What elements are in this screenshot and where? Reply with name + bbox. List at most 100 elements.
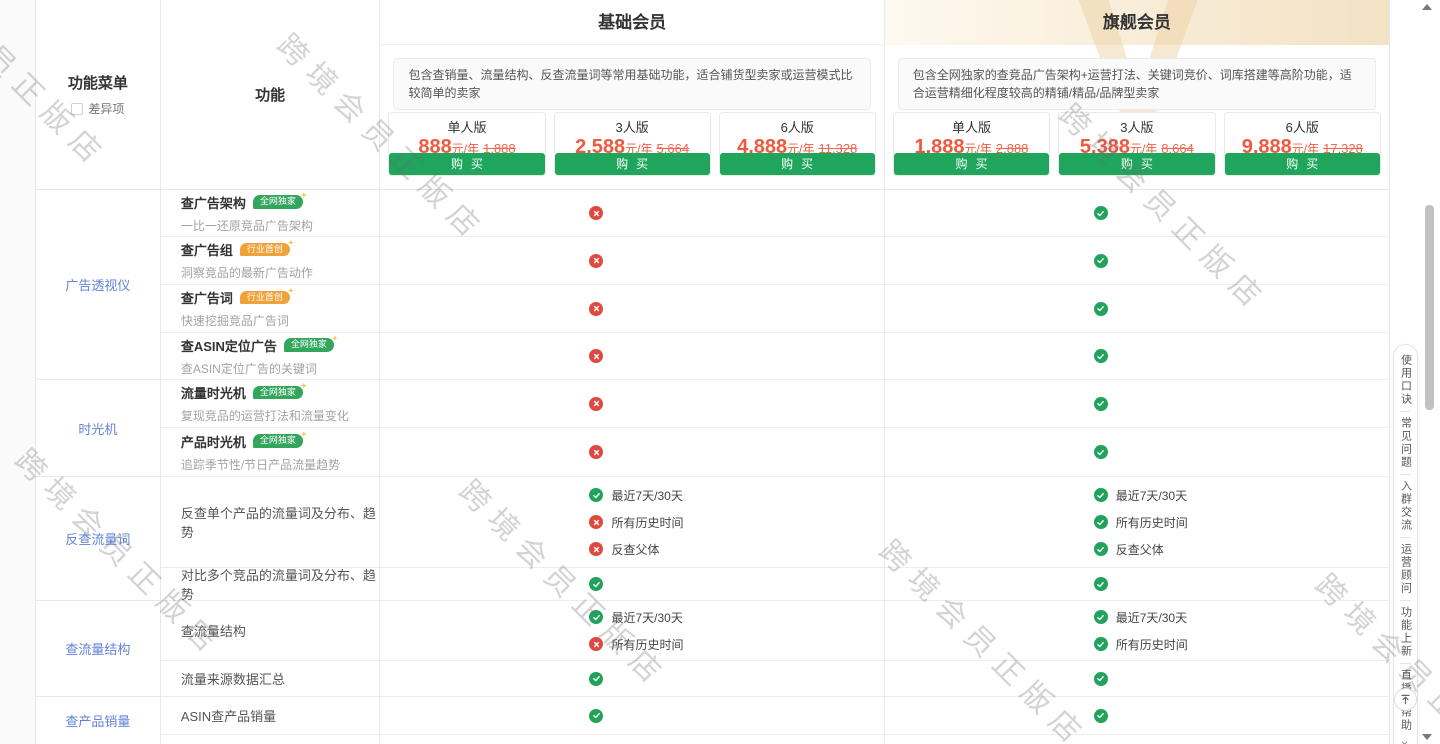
feature-title: 查广告组 (180, 243, 233, 258)
support-item-label: 所有历史时间 (1115, 637, 1188, 652)
plan-support-cell (380, 380, 884, 428)
buy-button[interactable]: 购买 (1224, 153, 1380, 175)
diff-checkbox-label: 差异项 (88, 102, 125, 116)
check-icon (1093, 349, 1108, 363)
check-icon (589, 577, 604, 591)
support-item-label: 最近7天/30天 (611, 610, 683, 625)
cross-icon (589, 301, 604, 316)
rail-item[interactable]: 入群交流 (1399, 480, 1412, 532)
support-item: 最近7天/30天 (589, 610, 883, 625)
feature-title-row: 流量时光机 全网独家 (181, 383, 380, 402)
rail-item[interactable]: 常见问题 (1399, 417, 1412, 469)
category-link[interactable]: 查流量结构 (65, 642, 131, 657)
plan-desc-flagship: 包含全网独家的查竞品广告架构+运营打法、关键词竞价、词库搭建等高阶功能，适合运营… (897, 58, 1376, 110)
plan-title-flagship: 旗舰会员 (1102, 13, 1171, 32)
tier-name: 3人版 (615, 120, 649, 135)
support-item: 所有历史时间 (589, 515, 883, 530)
feature-subtitle: 快速挖掘竞品广告词 (180, 314, 289, 328)
tier-price: 1,888元/年 2,888 (894, 136, 1049, 159)
buy-button[interactable]: 购买 (719, 153, 875, 175)
feature-title-row: 查流量结构 (181, 621, 380, 640)
category-link[interactable]: 查产品销量 (65, 714, 131, 729)
support-item (1093, 206, 1389, 220)
scrollbar-up-arrow-icon[interactable] (1422, 4, 1432, 10)
plan-section-basic: 基础会员 包含查销量、流量结构、反查流量词等常用基础功能，适合铺货型卖家或运营模… (380, 0, 885, 189)
tier-price-new: 1,888 (914, 136, 965, 158)
support-item-label: 所有历史时间 (611, 515, 684, 530)
tier-name: 6人版 (1285, 120, 1319, 135)
tier-price: 9,888元/年 17,328 (1225, 136, 1380, 159)
cross-icon (589, 206, 604, 220)
scrollbar-down-arrow-icon[interactable] (1422, 734, 1432, 740)
table-body: 广告透视仪时光机反查流量词查流量结构查产品销量 查广告架构 全网独家 一比一还原竞品… (36, 190, 1389, 744)
rail-item[interactable]: 使用口诀 (1399, 354, 1412, 406)
tier-price-unit: 元/年 (451, 142, 480, 156)
buy-button[interactable]: 购买 (389, 153, 545, 175)
check-icon (1093, 253, 1108, 268)
rail-divider (1400, 663, 1411, 664)
feature-cell: 反查单个产品的流量词及分布、趋势 (160, 477, 380, 568)
back-to-top-button[interactable] (1394, 688, 1417, 711)
scrollbar-thumb[interactable] (1425, 205, 1434, 410)
rail-item[interactable]: 帮助 (1399, 706, 1412, 732)
plan-support-cell (884, 237, 1389, 285)
buy-button[interactable]: 购买 (1059, 153, 1215, 175)
support-item (1093, 396, 1389, 411)
category-link[interactable]: 反查流量词 (65, 532, 131, 547)
support-item-label: 反查父体 (1115, 542, 1164, 557)
check-icon (589, 708, 604, 723)
price-card: 6人版 9,888元/年 17,328 购买 (1223, 112, 1381, 176)
feature-column: 查广告架构 全网独家 一比一还原竞品广告架构 查广告组 行业首创 洞察竞品的最新广告动作查… (160, 190, 381, 744)
support-item-label: 最近7天/30天 (611, 488, 683, 503)
feature-cell: 产品时光机 全网独家 追踪季节性/节日产品流量趋势 (160, 428, 380, 477)
feature-cell: 查广告架构 全网独家 一比一还原竞品广告架构 (160, 190, 380, 237)
feature-subtitle: 查ASIN定位广告的关键词 (180, 361, 317, 376)
feature-title-row: 查广告组 行业首创 (181, 240, 380, 259)
feature-compare-table: 功能菜单 差异项 功能 基础会员 包含查销量、流量结构、反查流量词等常用基础功能… (35, 0, 1390, 744)
plan-support-cell: 最近7天/30天所有历史时间 (380, 601, 884, 661)
flagship-marks-column: 最近7天/30天 所有历史时间 反查父体 最近7天/30天 所有历史时间 (884, 190, 1389, 744)
buy-button[interactable]: 购买 (554, 153, 710, 175)
support-item: 所有历史时间 (1093, 637, 1389, 652)
check-icon (1093, 206, 1108, 220)
feature-title-row: ASIN查产品销量 (181, 706, 380, 725)
industry-first-badge: 行业首创 (239, 290, 290, 305)
check-icon (1093, 542, 1108, 556)
feature-title: ASIN查产品销量 (180, 709, 277, 724)
support-item-label: 反查父体 (611, 542, 660, 557)
industry-first-badge: 行业首创 (239, 242, 290, 257)
diff-checkbox[interactable] (71, 102, 84, 115)
category-cell: 时光机 (36, 380, 160, 477)
category-link[interactable]: 时光机 (78, 421, 118, 437)
price-card: 单人版 888元/年 1,888 购买 (388, 112, 546, 176)
left-gutter (0, 0, 35, 744)
plan-support-cell (884, 333, 1389, 380)
feature-title: 查广告词 (180, 291, 233, 306)
tier-price: 4,888元/年 11,328 (720, 136, 875, 159)
price-card: 单人版 1,888元/年 2,888 购买 (892, 112, 1051, 176)
category-link[interactable]: 广告透视仪 (65, 278, 131, 293)
plan-support-cell (884, 568, 1389, 601)
tier-name: 单人版 (447, 120, 487, 135)
check-icon (1093, 488, 1108, 502)
rail-item[interactable]: 运营顾问 (1399, 543, 1412, 595)
check-icon (589, 488, 604, 502)
buy-button[interactable]: 购买 (893, 153, 1050, 175)
tier-name: 3人版 (1120, 120, 1154, 135)
feature-header-cell: 功能 (161, 0, 381, 189)
plan-support-cell: 最近7天/30天 所有历史时间 反查父体 (884, 477, 1389, 568)
support-item (589, 206, 883, 220)
rail-divider (1400, 537, 1411, 538)
check-icon (1093, 610, 1108, 624)
feature-title: 反查单个产品的流量词及分布、趋势 (180, 506, 376, 540)
support-item: 所有历史时间 (589, 637, 883, 652)
plan-support-cell (885, 735, 1389, 744)
feature-title: 查ASIN定位广告 (180, 338, 277, 354)
check-icon (1093, 637, 1108, 651)
tier-price-new: 4,888 (737, 136, 788, 158)
rail-item[interactable]: 功能上新 (1399, 606, 1412, 658)
plan-support-cell (380, 333, 884, 380)
plan-support-cell (380, 697, 884, 735)
diff-filter[interactable]: 差异项 (71, 100, 124, 117)
